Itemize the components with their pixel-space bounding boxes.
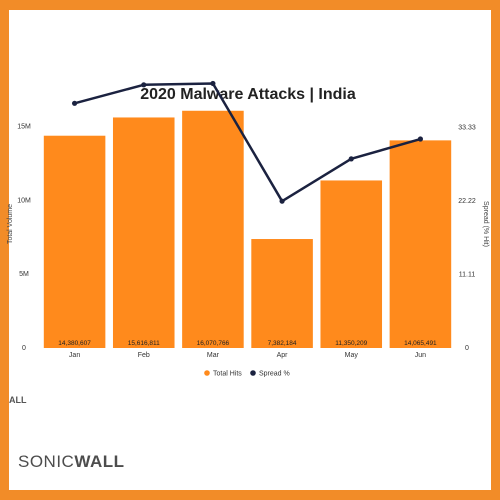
y-axis-title: Total Volume — [7, 204, 14, 244]
bar — [43, 135, 106, 348]
bar — [251, 239, 313, 348]
x-tick-label: Mar — [207, 352, 220, 359]
y2-tick-label: 0 — [465, 345, 469, 352]
legend-label-spread: Spread % — [259, 371, 290, 378]
spread-point — [348, 156, 354, 162]
logo-text-wall: WALL — [74, 452, 125, 471]
spread-point — [279, 198, 285, 204]
spread-point — [141, 82, 147, 88]
bar-value-label: 16,070,766 — [197, 340, 230, 347]
chart-title: 2020 Malware Attacks | India — [140, 86, 356, 103]
y2-tick-label: 33.33 — [458, 125, 476, 132]
x-tick-label: Feb — [138, 352, 150, 359]
y-tick-label: 10M — [17, 197, 31, 204]
brand-fragment: ALL — [9, 395, 27, 405]
legend-swatch-spread — [250, 370, 256, 376]
x-tick-label: May — [345, 352, 359, 359]
bar-value-label: 7,382,184 — [268, 340, 297, 347]
x-tick-label: Jun — [415, 352, 426, 359]
y-tick-label: 5M — [19, 271, 29, 278]
y2-tick-label: 22.22 — [458, 198, 476, 205]
legend-swatch-total-hits — [204, 370, 210, 376]
spread-point — [210, 80, 216, 87]
spread-line — [74, 82, 421, 203]
bar — [182, 110, 244, 348]
spread-point — [71, 100, 78, 106]
spread-point — [417, 136, 424, 142]
logo-text-sonic: SONIC — [18, 452, 75, 471]
bar-value-label: 15,616,811 — [128, 340, 160, 347]
bar-value-label: 11,350,209 — [335, 340, 367, 347]
y2-axis-title: Spread (% Hit) — [482, 201, 489, 247]
y-tick-label: 15M — [17, 124, 31, 131]
bar — [389, 140, 452, 348]
bar-value-label: 14,065,491 — [404, 340, 437, 347]
y2-tick-label: 11.11 — [459, 272, 476, 279]
legend-label-total-hits: Total Hits — [213, 371, 242, 378]
x-tick-label: Apr — [277, 352, 289, 359]
x-tick-label: Jan — [69, 352, 80, 359]
y-tick-label: 0 — [22, 345, 26, 352]
sonicwall-logo: SONICWALL — [18, 452, 125, 472]
bar — [112, 117, 175, 348]
bar-value-label: 14,380,607 — [58, 340, 91, 347]
bar — [320, 180, 383, 348]
